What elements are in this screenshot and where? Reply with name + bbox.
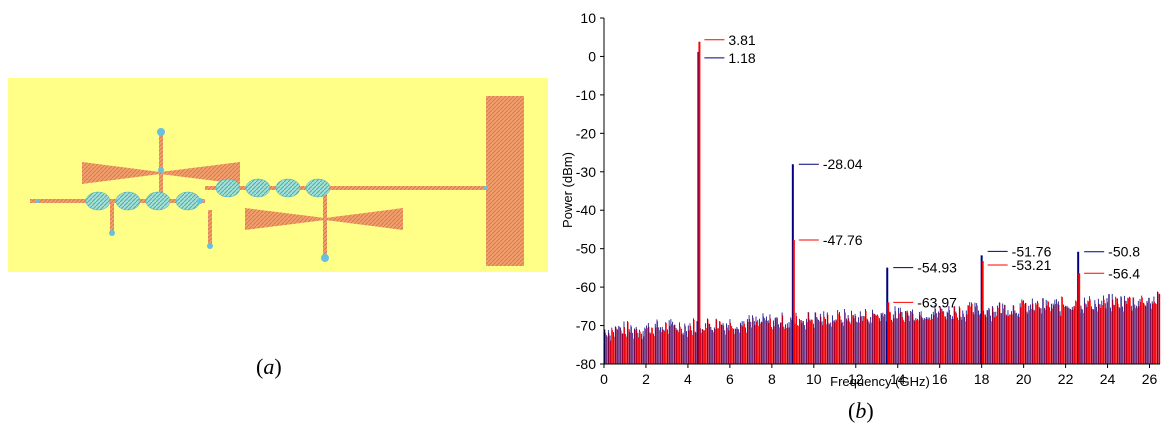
x-tick-label: 4: [684, 371, 692, 387]
annotation-label: 3.81: [728, 32, 755, 48]
y-tick-label: 0: [588, 48, 596, 64]
annotation-label: -56.4: [1108, 265, 1140, 281]
y-tick-label: -70: [576, 318, 596, 334]
annotation-label: -54.93: [917, 260, 957, 276]
x-tick-label: 2: [642, 371, 650, 387]
x-tick-label: 8: [768, 371, 776, 387]
x-tick-label: 24: [1100, 371, 1116, 387]
x-tick-label: 14: [890, 371, 906, 387]
x-tick-label: 6: [726, 371, 734, 387]
x-tick-label: 10: [806, 371, 822, 387]
tick-labels: 100-10-20-30-40-50-60-70-800 2 4 6 8 10 12 14 16…: [576, 10, 1158, 387]
x-tick-label: 18: [974, 371, 990, 387]
annotation-label: -47.76: [823, 232, 863, 248]
x-tick-label: 0: [600, 371, 608, 387]
transmission-line: [205, 186, 490, 190]
x-axis-label: Frequency (GHz): [830, 374, 930, 389]
caption-a: (a): [256, 354, 282, 379]
y-tick-label: -10: [576, 87, 596, 103]
stub: [323, 190, 327, 258]
y-axis-label: Power (dBm): [560, 152, 575, 228]
caption-b: (b): [848, 398, 874, 423]
stub: [159, 132, 163, 200]
annotation-label: -28.04: [823, 156, 863, 172]
y-tick-label: -80: [576, 356, 596, 372]
y-tick-label: -20: [576, 125, 596, 141]
y-tick-label: -60: [576, 279, 596, 295]
stub: [110, 201, 114, 233]
stub: [208, 210, 212, 246]
annotation-label: -53.21: [1012, 257, 1052, 273]
y-tick-label: -30: [576, 164, 596, 180]
annotations: 3.811.18-28.04-47.76-54.93-63.97-51.76-5…: [704, 32, 1140, 310]
bond-pad: [486, 96, 524, 266]
annotation-label: -50.8: [1108, 244, 1140, 260]
axes: [600, 17, 1160, 368]
y-tick-label: 10: [580, 10, 596, 26]
x-tick-label: 26: [1142, 371, 1158, 387]
x-tick-label: 20: [1016, 371, 1032, 387]
x-tick-label: 22: [1058, 371, 1074, 387]
spiral-inductors: [85, 178, 331, 211]
x-tick-label: 12: [848, 371, 864, 387]
annotation-label: 1.18: [728, 50, 755, 66]
annotation-label: -51.76: [1012, 243, 1052, 259]
spectrum-chart: 100-10-20-30-40-50-60-70-800 2 4 6 8 10 12 14 16…: [560, 10, 1161, 389]
y-tick-label: -50: [576, 241, 596, 257]
annotation-label: -63.97: [917, 294, 957, 310]
circuit-layout-image: [8, 78, 548, 272]
vias: [36, 128, 488, 262]
noise-floor-bars: [604, 291, 1161, 364]
peak-lines: [697, 41, 1081, 364]
x-tick-label: 16: [932, 371, 948, 387]
y-tick-label: -40: [576, 202, 596, 218]
